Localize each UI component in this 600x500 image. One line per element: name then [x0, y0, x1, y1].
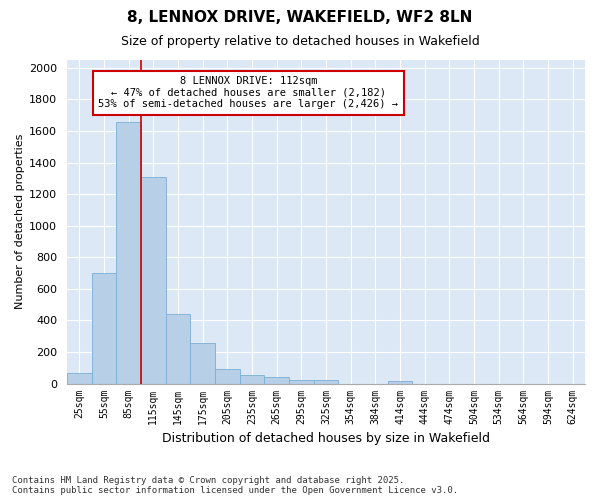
- Bar: [314, 380, 338, 384]
- Bar: [239, 375, 265, 384]
- Bar: [265, 377, 289, 384]
- Bar: [92, 273, 116, 384]
- Text: 8, LENNOX DRIVE, WAKEFIELD, WF2 8LN: 8, LENNOX DRIVE, WAKEFIELD, WF2 8LN: [127, 10, 473, 25]
- Bar: [166, 314, 190, 384]
- Bar: [116, 122, 141, 384]
- Bar: [388, 382, 412, 384]
- Y-axis label: Number of detached properties: Number of detached properties: [15, 134, 25, 310]
- Bar: [141, 177, 166, 384]
- Text: Size of property relative to detached houses in Wakefield: Size of property relative to detached ho…: [121, 35, 479, 48]
- Bar: [190, 344, 215, 384]
- X-axis label: Distribution of detached houses by size in Wakefield: Distribution of detached houses by size …: [162, 432, 490, 445]
- Bar: [215, 370, 239, 384]
- Text: Contains HM Land Registry data © Crown copyright and database right 2025.
Contai: Contains HM Land Registry data © Crown c…: [12, 476, 458, 495]
- Text: 8 LENNOX DRIVE: 112sqm
← 47% of detached houses are smaller (2,182)
53% of semi-: 8 LENNOX DRIVE: 112sqm ← 47% of detached…: [98, 76, 398, 110]
- Bar: [289, 380, 314, 384]
- Bar: [67, 374, 92, 384]
